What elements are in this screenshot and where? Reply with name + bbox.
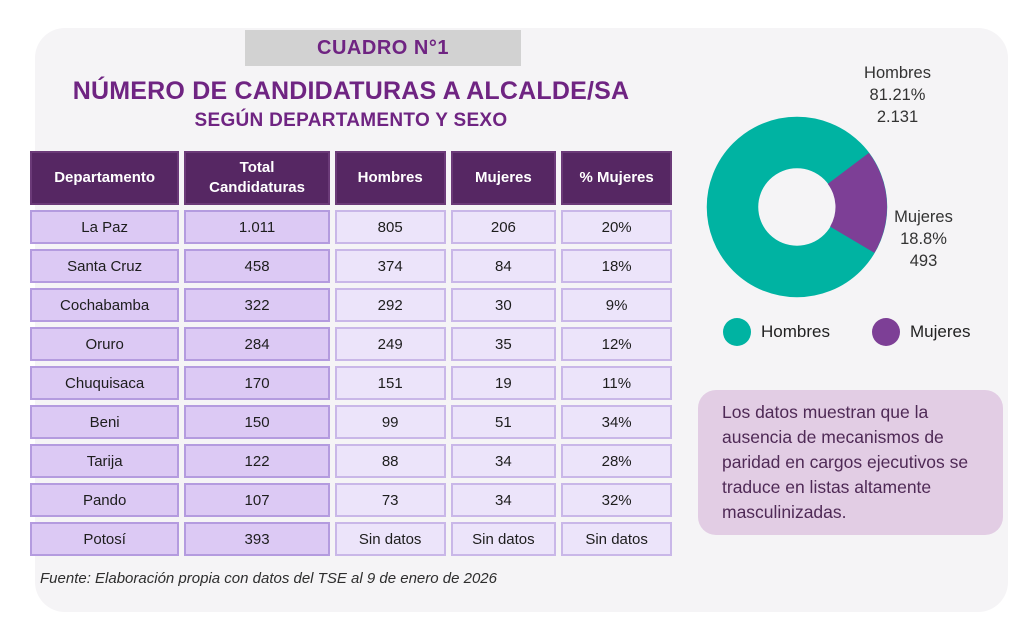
header-cell: Hombres [334, 151, 446, 205]
table-cell: La Paz [30, 210, 180, 244]
hombres-pct: 81.21% [869, 86, 926, 104]
table-cell: 35 [450, 327, 557, 361]
table-cell: 206 [450, 210, 557, 244]
table-row: Cochabamba 322 292 30 9% [30, 288, 672, 322]
hombres-value: 2.131 [876, 108, 919, 126]
table-cell: 150 [184, 405, 330, 439]
table-cell: 20% [561, 210, 672, 244]
legend-item-hombres: Hombres [723, 318, 830, 346]
table-cell: 51 [450, 405, 557, 439]
mujeres-callout-label: Mujeres 18.8% 493 [856, 206, 991, 272]
table-row: La Paz 1.011 805 206 20% [30, 210, 672, 244]
table-cell: 170 [184, 366, 330, 400]
table-cell: Cochabamba [30, 288, 180, 322]
mujeres-pct: 18.8% [900, 230, 947, 248]
legend-label-hombres: Hombres [761, 322, 830, 341]
mujeres-swatch-icon [872, 318, 900, 346]
table-cell: Chuquisaca [30, 366, 180, 400]
table-cell: 11% [561, 366, 672, 400]
table-row: Potosí 393 Sin datos Sin datos Sin datos [30, 522, 672, 556]
table-cell: 249 [334, 327, 446, 361]
table-cell: 73 [334, 483, 446, 517]
table-cell: Santa Cruz [30, 249, 180, 283]
table-cell: Sin datos [450, 522, 557, 556]
hombres-swatch-icon [723, 318, 751, 346]
table-cell: 284 [184, 327, 330, 361]
table-cell: 122 [184, 444, 330, 478]
header-cell: % Mujeres [561, 151, 672, 205]
table-cell: Pando [30, 483, 180, 517]
table-cell: 19 [450, 366, 557, 400]
table-cell: Sin datos [334, 522, 446, 556]
table-cell: 18% [561, 249, 672, 283]
source-note: Fuente: Elaboración propia con datos del… [40, 570, 497, 587]
table-cell: Potosí [30, 522, 180, 556]
table-cell: 12% [561, 327, 672, 361]
table-cell: 32% [561, 483, 672, 517]
table-header-row: Departamento Total Candidaturas Hombres Muj… [30, 151, 672, 205]
cuadro-badge: CUADRO N°1 [245, 30, 521, 66]
table-cell: 393 [184, 522, 330, 556]
mujeres-name: Mujeres [894, 208, 953, 226]
page-subtitle: SEGÚN DEPARTAMENTO Y SEXO [194, 110, 508, 131]
legend-label-mujeres: Mujeres [910, 322, 971, 341]
header-cell: Departamento [30, 151, 180, 205]
table-cell: 1.011 [184, 210, 330, 244]
callout-box: Los datos muestran que la ausencia de me… [698, 390, 1003, 535]
table-cell: 805 [334, 210, 446, 244]
table-cell: 9% [561, 288, 672, 322]
table-cell: 28% [561, 444, 672, 478]
callout-text: Los datos muestran que la ausencia de me… [722, 402, 969, 522]
legend-item-mujeres: Mujeres [872, 318, 970, 346]
donut-chart [706, 116, 888, 298]
header-cell: Total Candidaturas [184, 151, 330, 205]
table-cell: 30 [450, 288, 557, 322]
mujeres-value: 493 [909, 252, 938, 270]
table-row: Tarija 122 88 34 28% [30, 444, 672, 478]
page-title: NÚMERO DE CANDIDATURAS A ALCALDE/SA [72, 77, 630, 105]
mujeres-slice [827, 152, 888, 253]
table-body: La Paz 1.011 805 206 20% Santa Cruz 458 374 84 18… [30, 210, 672, 556]
table-cell: Tarija [30, 444, 180, 478]
table-cell: 34 [450, 483, 557, 517]
table-row: Chuquisaca 170 151 19 11% [30, 366, 672, 400]
table-cell: 292 [334, 288, 446, 322]
table-cell: Oruro [30, 327, 180, 361]
table-cell: 34% [561, 405, 672, 439]
table-cell: 107 [184, 483, 330, 517]
hombres-name: Hombres [864, 64, 931, 82]
table-cell: Sin datos [561, 522, 672, 556]
table-row: Oruro 284 249 35 12% [30, 327, 672, 361]
table-cell: 374 [334, 249, 446, 283]
header-cell: Mujeres [450, 151, 557, 205]
table-row: Pando 107 73 34 32% [30, 483, 672, 517]
table-cell: 99 [334, 405, 446, 439]
table-cell: 88 [334, 444, 446, 478]
table-cell: 34 [450, 444, 557, 478]
table-row: Beni 150 99 51 34% [30, 405, 672, 439]
table-cell: 84 [450, 249, 557, 283]
table-cell: 151 [334, 366, 446, 400]
table-row: Santa Cruz 458 374 84 18% [30, 249, 672, 283]
table-cell: 458 [184, 249, 330, 283]
table-cell: 322 [184, 288, 330, 322]
candidaturas-table: Departamento Total Candidaturas Hombres Muj… [25, 146, 677, 561]
table-cell: Beni [30, 405, 180, 439]
hombres-callout-label: Hombres 81.21% 2.131 [830, 62, 965, 128]
